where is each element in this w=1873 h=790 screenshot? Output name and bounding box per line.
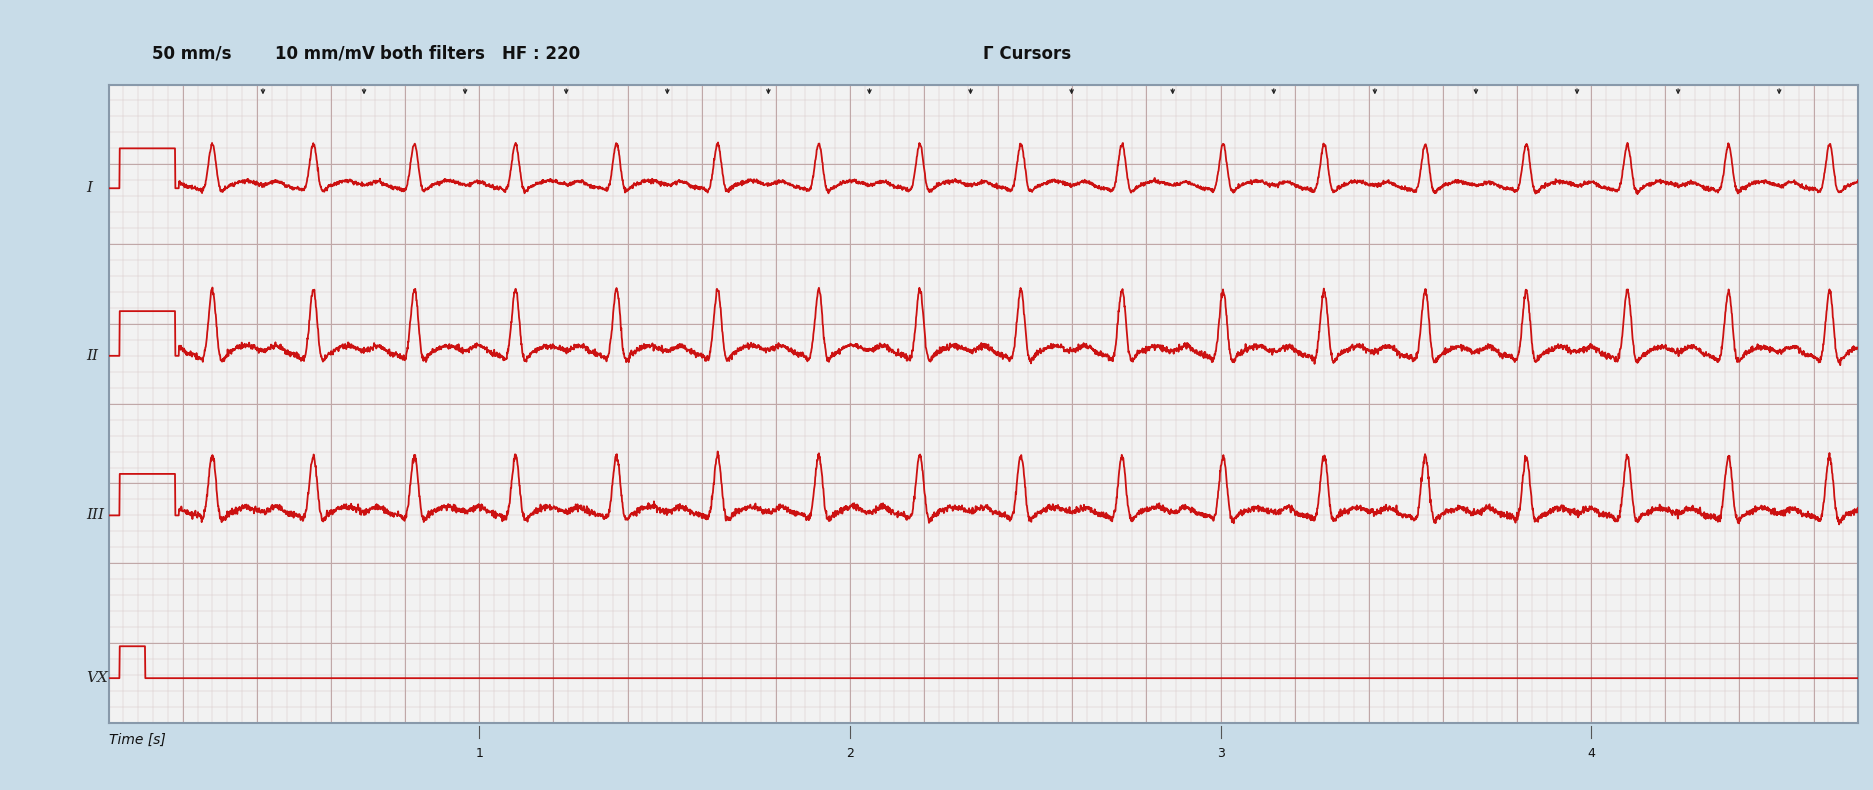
- Text: 50 mm/s: 50 mm/s: [152, 45, 232, 62]
- Text: 10 mm/mV: 10 mm/mV: [275, 45, 375, 62]
- Text: VX: VX: [86, 672, 109, 685]
- Text: III: III: [86, 509, 105, 522]
- Text: 3: 3: [1217, 747, 1225, 759]
- Text: I: I: [86, 181, 92, 195]
- Text: 1: 1: [476, 747, 483, 759]
- Text: 2: 2: [847, 747, 854, 759]
- Text: HF : 220: HF : 220: [502, 45, 581, 62]
- Text: Time [s]: Time [s]: [109, 732, 165, 747]
- Text: Γ Cursors: Γ Cursors: [983, 45, 1071, 62]
- Text: II: II: [86, 349, 99, 363]
- Text: both filters: both filters: [380, 45, 485, 62]
- Text: 4: 4: [1586, 747, 1596, 759]
